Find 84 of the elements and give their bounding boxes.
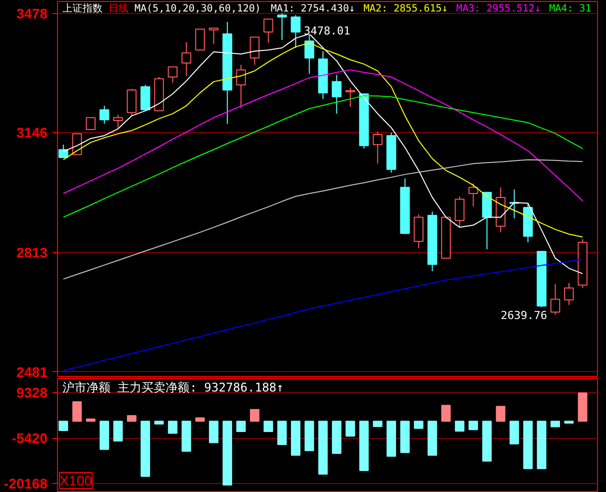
bar [346,420,356,437]
bar [536,420,546,470]
text: MA3: 2955.512↓ [456,4,541,14]
bar [72,401,82,422]
bar [58,420,68,432]
text: MA4: 31 [549,4,592,14]
bar [332,420,342,454]
y-tick-label: -5420 [12,430,48,446]
chart-title: 上证指数 [62,2,102,14]
bar [414,420,424,429]
bar [236,420,246,432]
chart-subtitle: 日线 [108,2,128,14]
candlestick [290,14,301,48]
bar [86,418,96,422]
candlestick [208,28,219,44]
chart-title: 沪市净额 [62,380,110,394]
candlestick [372,131,383,164]
bar [550,420,560,428]
text: MA1: 2754.430↓ [270,4,355,14]
y-tick-label: 2481 [16,364,48,380]
bar [126,415,136,422]
bar [264,420,274,432]
text: MA2: 2855.615↓ [364,4,448,14]
line-series [62,258,584,372]
bar [304,420,314,452]
candlestick [550,284,560,316]
candlestick [181,42,192,76]
bar [290,420,300,456]
annotation: 3478.01 [304,24,350,38]
bar [113,420,123,442]
candlestick [263,18,274,44]
bar [154,420,164,425]
bar [182,420,192,452]
bar [482,420,492,462]
bar [578,392,588,422]
bar [372,420,382,427]
bar [468,420,478,430]
candlestick [99,105,110,124]
bar [359,420,369,471]
line-series [62,42,584,238]
candlestick [564,282,574,306]
bar [496,406,506,422]
candlestick [195,28,205,51]
y-tick-label: 2813 [16,244,48,260]
candlestick [250,36,260,66]
bar [250,408,260,422]
candlestick [454,196,465,228]
candlestick [345,87,356,108]
bar [454,420,464,432]
bar [195,417,205,422]
bar [100,420,110,450]
candlestick [140,84,150,110]
bar [318,420,328,475]
bar [140,420,150,477]
candlestick [304,33,314,74]
candlestick [168,66,178,84]
candlestick [86,117,96,130]
annotation: 2639.76 [500,309,548,322]
candlestick [277,12,287,40]
bar [510,420,520,444]
bar [400,420,410,453]
y-tick-label: 9328 [16,384,48,400]
candlestick [332,74,342,114]
candlestick [468,182,478,207]
bar [277,420,287,445]
bar [208,420,218,444]
bar [222,420,232,486]
series-label: 主力买卖净额: 932786.188↑ [118,380,284,394]
y-tick-label: 3478 [16,5,48,22]
line-series [62,69,584,202]
bar [386,420,396,457]
candlestick [126,88,137,116]
bar [523,420,533,470]
bar [441,404,451,422]
candlestick [58,144,68,158]
candlestick [236,64,246,108]
bar [168,420,178,434]
bar [428,420,438,456]
line-series [62,95,584,218]
y-tick-label: 3146 [16,124,48,141]
candlestick [113,114,123,128]
y-tick-label: -20168 [4,476,48,492]
line-series [62,159,584,280]
legend-title: MA(5,10,20,30,60,120) [134,4,261,14]
